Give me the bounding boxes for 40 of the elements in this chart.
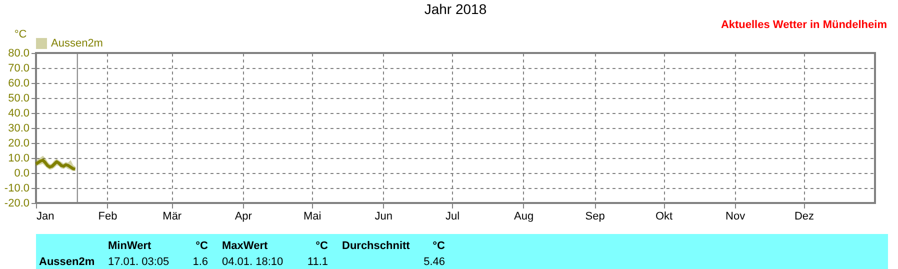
x-tick-label: Sep (585, 210, 605, 222)
x-tick-label: Aug (514, 210, 534, 222)
x-tick-label: Mär (162, 210, 182, 222)
x-tick-label: Okt (655, 210, 673, 222)
y-tick-label: 80.0 (8, 48, 30, 60)
text: °C (196, 240, 208, 252)
chart-title: Jahr 2018 (424, 1, 487, 17)
y-tick-label: 40.0 (8, 108, 30, 120)
text: MinWert (108, 240, 152, 252)
text: 04.01. 18:10 (222, 256, 284, 268)
y-tick-label: -10.0 (4, 182, 30, 194)
y-axis-title: °C (14, 28, 27, 40)
text: MaxWert (222, 240, 268, 252)
text: Durchschnitt (342, 240, 410, 252)
text: 5.46 (424, 256, 445, 268)
x-tick-label: Apr (234, 210, 252, 222)
y-tick-label: 0.0 (14, 168, 30, 180)
text: Aussen2m (39, 256, 95, 268)
y-tick-label: 30.0 (8, 122, 30, 134)
legend-label: Aussen2m (51, 38, 103, 50)
x-tick-label: Jun (374, 210, 392, 222)
y-tick-label: 20.0 (8, 138, 30, 150)
text: 17.01. 03:05 (108, 256, 170, 268)
y-tick-label: -20.0 (4, 198, 30, 210)
text: 11.1 (307, 256, 328, 268)
y-tick-label: 50.0 (8, 92, 30, 104)
y-tick-label: 10.0 (8, 152, 30, 164)
text: 1.6 (192, 256, 208, 268)
y-tick-label: 70.0 (8, 62, 30, 74)
x-tick-label: Jan (36, 210, 54, 222)
text: Aktuelles Wetter in Mündelheim (720, 19, 888, 31)
x-tick-label: Nov (726, 210, 746, 222)
text: °C (316, 240, 328, 252)
line-series (34, 158, 77, 171)
x-tick-label: Dez (794, 210, 814, 222)
text: °C (432, 240, 446, 252)
y-tick-label: 60.0 (8, 78, 30, 90)
x-tick-label: Feb (98, 210, 118, 222)
x-tick-label: Jul (446, 210, 460, 222)
x-tick-label: Mai (303, 210, 322, 222)
